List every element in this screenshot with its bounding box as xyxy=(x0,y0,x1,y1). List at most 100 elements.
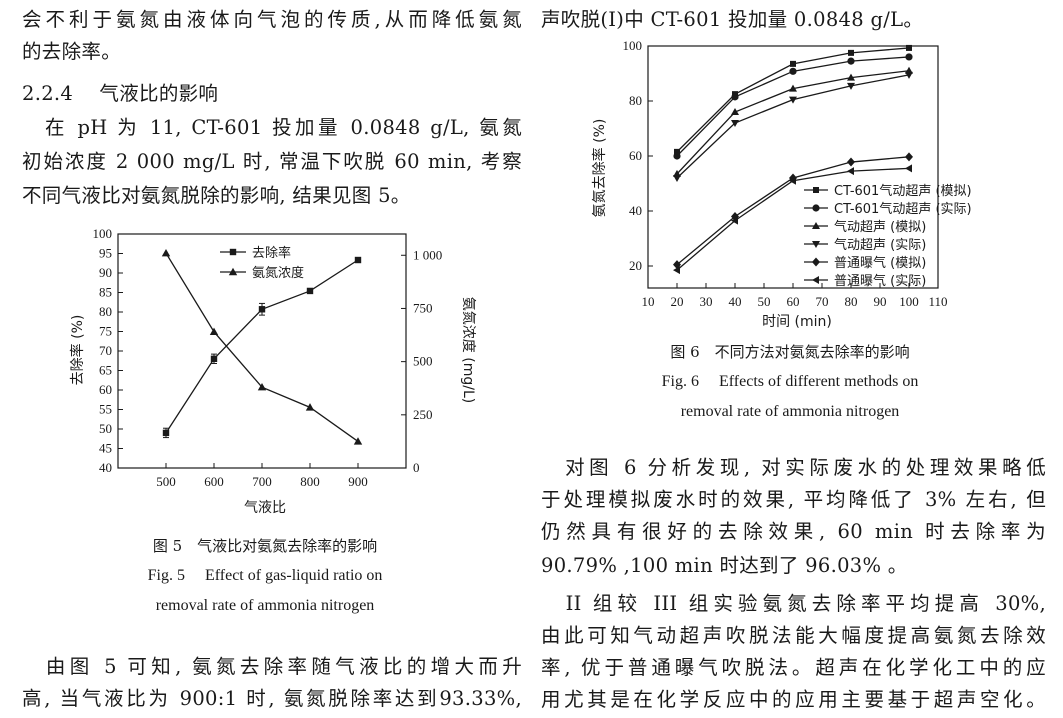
fig5-y-tick-label: 85 xyxy=(99,285,112,300)
figure-6-chart: 10 20 30 40 50 60 70 80 90 100 110 20 40 60 80 100 时间 (… xyxy=(591,38,972,330)
fig6-data-point xyxy=(905,71,913,79)
figure-6-caption-cn: 图 6 不同方法对氨氮去除率的影响 xyxy=(670,343,910,361)
text-line: 对图 6 分析发现, 对实际废水的处理效果略低 xyxy=(541,456,1046,479)
fig5-y2-tick-label: 250 xyxy=(413,407,433,422)
fig6-data-point xyxy=(731,216,738,225)
fig6-data-point xyxy=(731,93,739,101)
fig5-y2-axis-label: 氨氮浓度 (mg/L) xyxy=(460,297,476,403)
figure-5-chart: 500 600 700 800 900 40 45 50 55 60 65 70 75 80 85 90 95 1… xyxy=(69,226,476,516)
fig5-data-point xyxy=(162,429,170,437)
text-line: 由图 5 可知, 氨氮去除率随气液比的增大而升 xyxy=(22,655,522,678)
fig5-legend-marker xyxy=(229,248,237,256)
fig5-legend-label: 氨氮浓度 xyxy=(252,265,304,281)
text-line: 会不利于氨氮由液体向气泡的传质,从而降低氨氮 xyxy=(22,8,522,31)
fig5-x-tick-label: 900 xyxy=(348,474,368,489)
fig6-data-point xyxy=(905,164,912,173)
text-line: 90.79% ,100 min 时达到了 96.03% 。 xyxy=(541,554,908,577)
fig6-legend-marker xyxy=(813,187,819,193)
fig6-data-point xyxy=(789,96,797,104)
fig6-legend-label: 气动超声 (实际) xyxy=(834,237,926,253)
text-line: 不同气液比对氨氮脱除的影响, 结果见图 5。 xyxy=(22,184,411,207)
fig6-data-point xyxy=(731,120,739,127)
fig6-data-point xyxy=(674,148,680,155)
fig5-y2-tick-label: 1 000 xyxy=(413,247,442,262)
fig5-y-tick-label: 75 xyxy=(99,324,112,339)
text-line: 的去除率。 xyxy=(22,40,122,63)
fig6-legend-label: 普通曝气 (实际) xyxy=(834,273,926,289)
fig5-y-tick-label: 70 xyxy=(99,343,112,358)
fig5-x-tick-label: 800 xyxy=(300,474,320,489)
fig5-x-tick-label: 700 xyxy=(252,474,272,489)
fig5-data-point xyxy=(306,287,314,295)
figure-5-caption-en: removal rate of ammonia nitrogen xyxy=(155,597,375,614)
fig6-data-point xyxy=(673,266,680,275)
fig6-y-tick-label: 40 xyxy=(629,203,642,218)
fig5-y-tick-label: 80 xyxy=(99,304,112,319)
fig6-x-tick-label: 70 xyxy=(816,294,829,309)
fig5-data-point xyxy=(209,327,219,336)
fig6-y-axis-label: 氨氮去除率 (%) xyxy=(591,119,608,218)
fig5-data-point xyxy=(161,248,171,257)
fig5-data-point xyxy=(257,382,267,391)
fig6-data-point xyxy=(847,73,855,81)
fig5-data-point xyxy=(354,256,362,264)
fig6-x-tick-label: 100 xyxy=(899,294,919,309)
fig5-data-point xyxy=(258,306,266,313)
fig6-legend-marker xyxy=(812,276,819,284)
text-line: 在 pH 为 11, CT-601 投加量 0.0848 g/L, 氨氮 xyxy=(22,116,522,139)
fig6-legend-marker xyxy=(812,204,820,212)
fig6-axes: 10 20 30 40 50 60 70 80 90 100 110 20 40 60 80 100 xyxy=(623,38,948,309)
fig5-y-axis-label: 去除率 (%) xyxy=(69,315,86,386)
fig6-data-point xyxy=(848,49,854,56)
fig6-legend-label: 普通曝气 (模拟) xyxy=(834,255,926,271)
fig5-y2-tick-label: 750 xyxy=(413,300,433,315)
fig6-data-point xyxy=(673,152,681,160)
fig5-series xyxy=(161,248,363,445)
fig6-x-tick-label: 50 xyxy=(758,294,771,309)
fig6-data-point xyxy=(905,152,913,162)
fig5-axes: 500 600 700 800 900 40 45 50 55 60 65 70 75 80 85 90 95 1… xyxy=(93,226,443,489)
fig5-y-tick-label: 65 xyxy=(99,363,112,378)
fig6-data-point xyxy=(906,44,912,51)
fig6-data-point xyxy=(673,175,681,182)
fig5-y-tick-label: 90 xyxy=(99,265,112,280)
fig6-x-tick-label: 60 xyxy=(787,294,800,309)
fig5-y2-tick-label: 0 xyxy=(413,460,420,475)
fig6-y-tick-label: 100 xyxy=(623,38,643,53)
fig6-data-point xyxy=(790,60,796,67)
fig6-data-point xyxy=(789,176,796,185)
fig5-y-tick-label: 95 xyxy=(99,246,112,261)
fig5-x-tick-label: 500 xyxy=(156,474,176,489)
section-heading: 2.2.4 气液比的影响 xyxy=(22,82,219,105)
text-line: 初始浓度 2 000 mg/L 时, 常温下吹脱 60 min, 考察 xyxy=(22,150,522,173)
fig5-series-line xyxy=(165,252,359,442)
fig6-x-axis-label: 时间 (min) xyxy=(762,314,832,330)
fig5-y-tick-label: 55 xyxy=(99,402,112,417)
fig5-y-tick-label: 40 xyxy=(99,460,112,475)
text-line: 仍然具有很好的去除效果, 60 min 时去除率为 xyxy=(541,520,1046,543)
fig5-y-tick-label: 45 xyxy=(99,441,112,456)
fig5-data-point xyxy=(353,437,363,445)
fig6-y-tick-label: 60 xyxy=(629,148,642,163)
fig6-legend-marker xyxy=(812,257,820,267)
fig6-data-point xyxy=(789,67,797,75)
fig6-x-tick-label: 20 xyxy=(671,294,684,309)
fig6-x-tick-label: 90 xyxy=(874,294,887,309)
fig5-data-point xyxy=(305,403,315,411)
fig6-y-tick-label: 20 xyxy=(629,258,642,273)
fig5-x-axis-label: 气液比 xyxy=(244,500,286,516)
text-line: 用尤其是在化学反应中的应用主要基于超声空化。 xyxy=(541,688,1046,711)
fig6-data-point xyxy=(847,57,855,65)
fig6-data-point xyxy=(789,84,797,92)
figure-6-caption-en: removal rate of ammonia nitrogen xyxy=(680,403,900,420)
fig6-data-point xyxy=(847,82,855,90)
fig5-y-tick-label: 100 xyxy=(93,226,113,241)
fig5-y-tick-label: 50 xyxy=(99,421,112,436)
fig6-x-tick-label: 80 xyxy=(845,294,858,309)
figure-5-caption-en: Fig. 5 Effect of gas-liquid ratio on xyxy=(147,567,383,584)
text-line: 由此可知气动超声吹脱法能大幅度提高氨氮去除效 xyxy=(541,624,1046,647)
fig6-x-tick-label: 40 xyxy=(729,294,742,309)
fig5-series-line xyxy=(165,259,359,434)
fig6-legend-label: CT-601气动超声 (实际) xyxy=(834,201,972,217)
